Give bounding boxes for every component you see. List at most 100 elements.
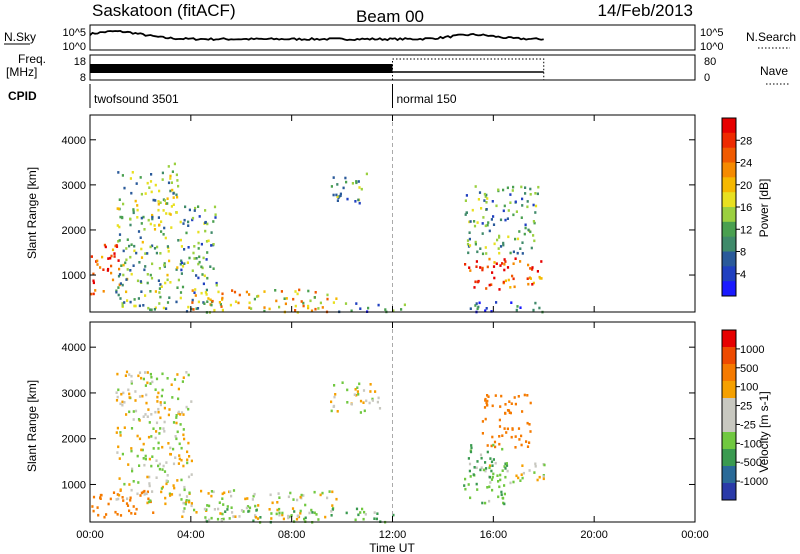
xtick-label: 12:00 bbox=[379, 529, 407, 541]
data-cell bbox=[307, 306, 310, 310]
data-cell bbox=[118, 493, 121, 497]
data-cell bbox=[504, 412, 507, 415]
data-cell bbox=[177, 387, 180, 391]
data-cell bbox=[362, 517, 365, 521]
data-cell bbox=[490, 469, 493, 473]
data-cell bbox=[485, 287, 488, 290]
data-cell bbox=[514, 200, 517, 204]
data-cell bbox=[324, 515, 327, 519]
data-cell bbox=[300, 300, 303, 303]
data-cell bbox=[359, 411, 362, 414]
ytick-label: 1000 bbox=[62, 270, 86, 282]
data-cell bbox=[124, 374, 127, 377]
data-cell bbox=[158, 467, 161, 471]
data-cell bbox=[92, 279, 95, 283]
data-cell bbox=[159, 295, 162, 299]
data-cell bbox=[310, 508, 313, 512]
data-cell bbox=[526, 277, 529, 280]
data-cell bbox=[99, 493, 102, 497]
xtick-label: 20:00 bbox=[580, 529, 608, 541]
data-cell bbox=[118, 457, 121, 460]
data-cell bbox=[205, 240, 209, 243]
data-cell bbox=[180, 245, 183, 248]
data-cell bbox=[175, 211, 178, 214]
data-cell bbox=[503, 268, 506, 272]
data-cell bbox=[468, 266, 471, 269]
data-cell bbox=[144, 265, 147, 268]
data-cell bbox=[218, 301, 221, 304]
data-cell bbox=[483, 192, 486, 196]
data-cell bbox=[521, 197, 524, 201]
data-cell bbox=[116, 207, 119, 210]
data-cell bbox=[176, 286, 179, 289]
data-cell bbox=[518, 438, 521, 441]
data-cell bbox=[510, 435, 513, 439]
data-cell bbox=[139, 176, 142, 179]
data-cell bbox=[137, 481, 140, 484]
colorbar-tick-label: 8 bbox=[740, 247, 746, 259]
data-cell bbox=[287, 495, 290, 499]
data-cell bbox=[154, 410, 157, 414]
data-cell bbox=[519, 247, 522, 250]
data-cell bbox=[159, 403, 162, 407]
colorbar-tick-label: 500 bbox=[740, 363, 758, 375]
data-cell bbox=[126, 504, 130, 507]
data-cell bbox=[504, 260, 507, 263]
data-cell bbox=[206, 300, 209, 303]
data-cell bbox=[118, 239, 121, 242]
data-cell bbox=[144, 413, 147, 416]
data-cell bbox=[165, 479, 168, 483]
data-cell bbox=[151, 490, 154, 493]
data-cell bbox=[515, 474, 518, 478]
data-cell bbox=[346, 401, 349, 404]
data-cell bbox=[151, 262, 154, 266]
data-cell bbox=[140, 222, 143, 225]
data-cell bbox=[150, 464, 153, 468]
data-cell bbox=[514, 257, 517, 260]
data-cell bbox=[263, 290, 266, 293]
station-title: Saskatoon (fitACF) bbox=[92, 1, 236, 20]
data-cell bbox=[172, 196, 175, 199]
data-cell bbox=[173, 486, 176, 490]
data-cell bbox=[247, 510, 250, 513]
data-cell bbox=[208, 504, 211, 508]
data-cell bbox=[123, 401, 126, 404]
data-cell bbox=[136, 492, 139, 496]
data-cell bbox=[155, 459, 158, 462]
data-cell bbox=[350, 402, 353, 406]
data-cell bbox=[140, 376, 143, 380]
ytick-label: 2000 bbox=[62, 225, 86, 237]
data-cell bbox=[162, 464, 165, 468]
data-cell bbox=[129, 217, 132, 221]
data-cell bbox=[163, 226, 166, 230]
data-cell bbox=[158, 432, 161, 435]
freq-tick-bottom: 8 bbox=[80, 72, 86, 84]
data-cell bbox=[492, 458, 495, 461]
data-cell bbox=[157, 200, 160, 203]
data-cell bbox=[493, 276, 496, 280]
data-cell bbox=[479, 468, 482, 472]
nsky-tick-bottom: 10^0 bbox=[62, 41, 86, 53]
data-cell bbox=[268, 508, 271, 511]
data-cell bbox=[159, 201, 162, 204]
data-cell bbox=[509, 201, 512, 204]
data-cell bbox=[499, 478, 502, 482]
data-cell bbox=[153, 228, 157, 231]
data-cell bbox=[473, 220, 476, 223]
data-cell bbox=[542, 477, 545, 481]
data-cell bbox=[486, 444, 489, 447]
data-cell bbox=[520, 443, 523, 447]
data-cell bbox=[490, 310, 493, 313]
data-cell bbox=[485, 307, 488, 310]
data-cell bbox=[168, 492, 171, 496]
data-cell bbox=[154, 199, 157, 202]
data-cell bbox=[484, 246, 487, 249]
data-cell bbox=[209, 298, 212, 302]
data-cell bbox=[120, 392, 123, 396]
data-cell bbox=[186, 458, 189, 462]
data-cell bbox=[129, 496, 132, 500]
data-cell bbox=[149, 499, 152, 502]
data-cell bbox=[356, 386, 359, 389]
data-cell bbox=[128, 483, 131, 486]
data-cell bbox=[472, 473, 475, 476]
